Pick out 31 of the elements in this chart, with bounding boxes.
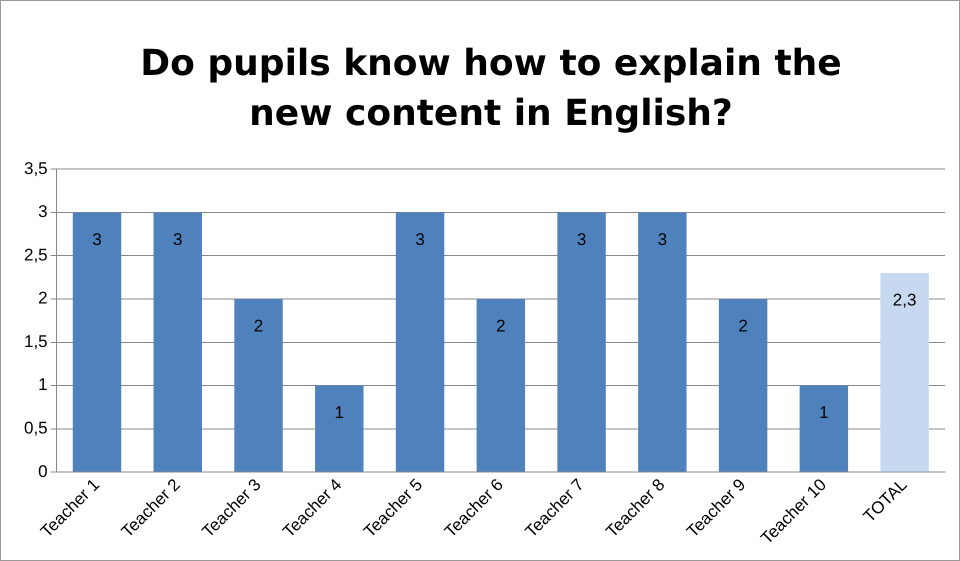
y-tick-label: 1 [38,375,48,394]
data-label: 2 [254,316,264,336]
y-tick-label: 3,5 [24,158,48,178]
chart-title: Do pupils know how to explain the new content in English? [139,42,843,136]
bar [154,212,202,472]
bar [718,299,768,472]
bar [396,212,444,472]
data-label: 3 [415,230,425,250]
bar [800,386,848,472]
y-tick-label: 2 [38,288,48,308]
data-label: 1 [334,403,344,422]
data-label: 2 [738,316,748,336]
bar [880,273,929,472]
y-tick-label: 0 [38,462,48,481]
bar [234,299,283,472]
y-tick-label: 0,5 [24,418,48,438]
bar [476,299,526,472]
data-label: 2,3 [892,290,916,310]
bar [72,212,122,472]
data-label: 3 [92,230,102,250]
data-label: 2 [496,316,506,336]
bar [315,386,364,472]
data-label: 3 [658,230,668,250]
y-tick-label: 1,5 [24,332,48,351]
y-tick-label: 3 [38,202,48,222]
y-tick-label: 2,5 [24,245,48,264]
data-label: 3 [576,230,586,250]
data-label: 3 [173,230,183,250]
data-label: 1 [819,403,829,422]
bar [557,212,606,472]
bar [638,212,687,472]
